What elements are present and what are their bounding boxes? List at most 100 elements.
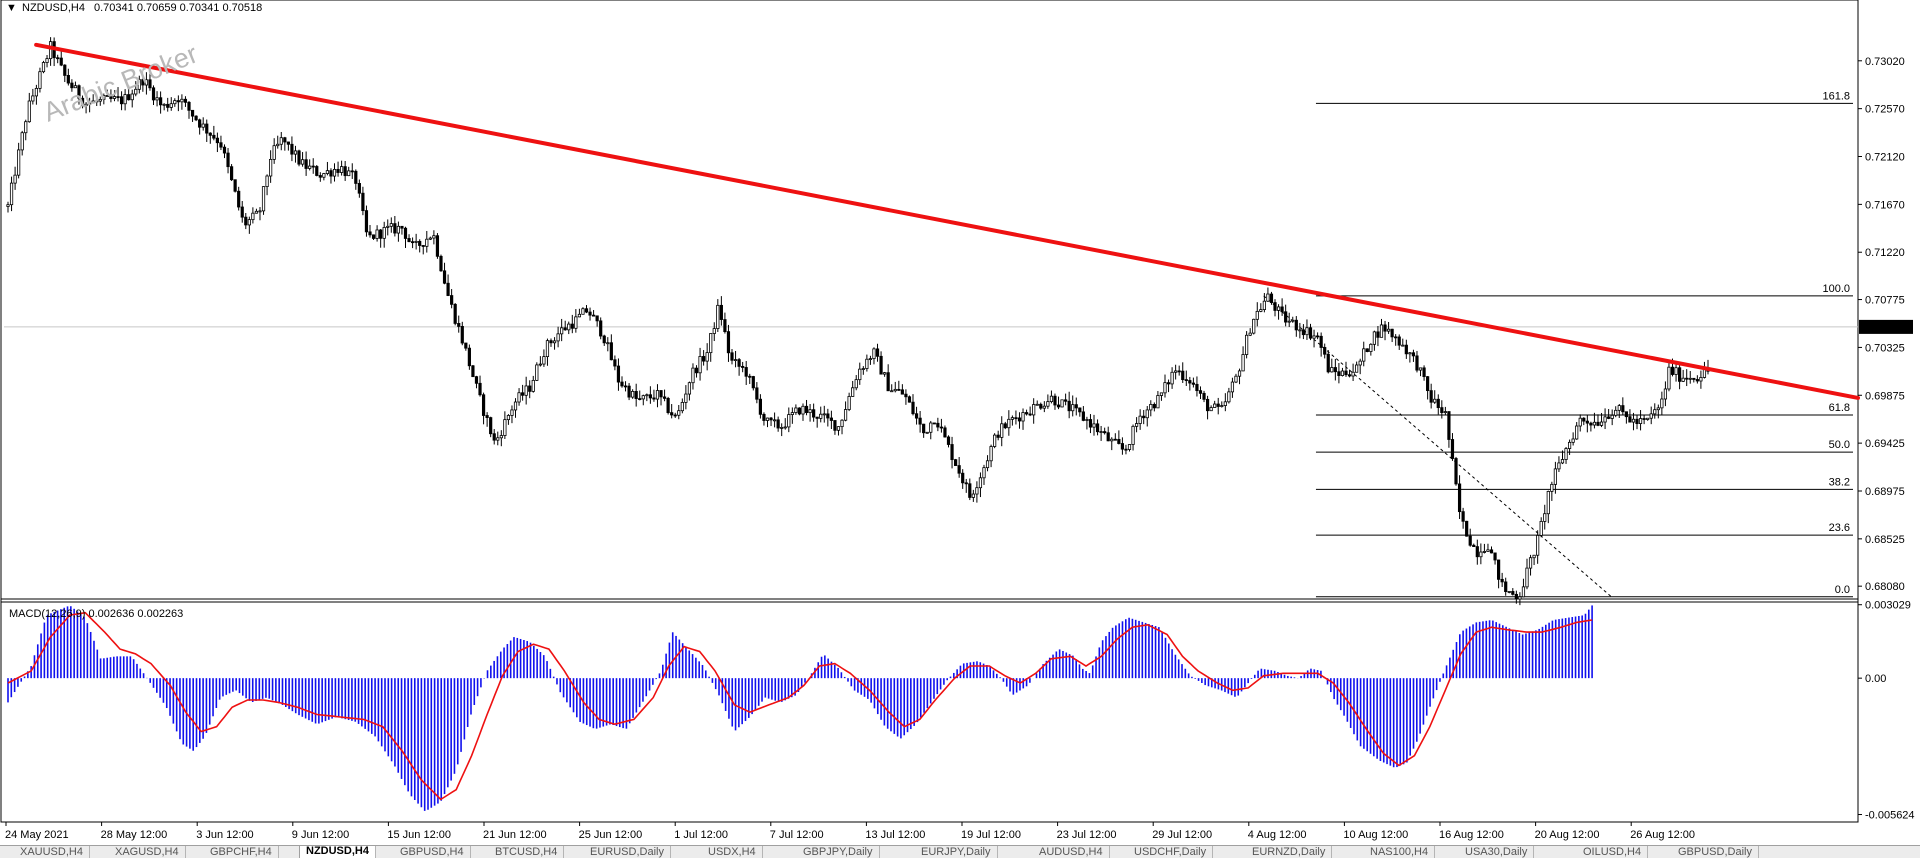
candle-body [467, 347, 471, 367]
candle-body [162, 103, 166, 106]
candle-body [17, 149, 21, 176]
tab-btcusd-h4[interactable]: BTCUSD,H4 [489, 846, 565, 858]
candle-body [836, 426, 841, 431]
candle-body [205, 123, 209, 134]
candle-body [315, 166, 319, 176]
tab-xauusd-h4[interactable]: XAUUSD,H4 [14, 846, 90, 858]
tab-gbpusd-daily[interactable]: GBPUSD,Daily [1672, 846, 1759, 858]
tab-usdchf-daily[interactable]: USDCHF,Daily [1128, 846, 1214, 858]
candle-body [240, 206, 244, 218]
tab-eurusd-daily[interactable]: EURUSD,Daily [584, 846, 671, 858]
candle-body [1582, 417, 1586, 422]
price-tick-label: 0.73020 [1865, 56, 1905, 68]
candle-body [939, 426, 944, 429]
candle-body [584, 308, 589, 313]
tab-usa30-daily[interactable]: USA30,Daily [1459, 846, 1535, 858]
candle-body [428, 237, 432, 240]
candle-body [549, 340, 553, 344]
candle-body [893, 388, 897, 392]
candle-body [950, 444, 954, 461]
candle-body [1429, 390, 1433, 403]
time-tick-label: 1 Jul 12:00 [674, 829, 728, 841]
candle-body [276, 143, 280, 147]
candle-body [843, 409, 848, 421]
candle-body [1205, 398, 1210, 412]
trendline[interactable] [34, 42, 1860, 400]
candle-body [1479, 551, 1483, 558]
candle-body [1567, 441, 1572, 449]
candle-body [588, 311, 592, 316]
chart-header-arrow[interactable]: ▼ [6, 2, 17, 14]
tab-gbpchf-h4[interactable]: GBPCHF,H4 [204, 846, 279, 858]
tab-nas100-h4[interactable]: NAS100,H4 [1364, 846, 1436, 858]
tab-oilusd-h4[interactable]: OILUSD,H4 [1577, 846, 1649, 858]
candle-body [119, 96, 124, 105]
candle-body [833, 420, 837, 431]
tab-gbpusd-h4[interactable]: GBPUSD,H4 [394, 846, 471, 858]
candle-body [421, 245, 425, 247]
candle-body [198, 119, 202, 128]
candle-body [776, 419, 780, 429]
candle-body [1007, 418, 1011, 429]
candle-body [677, 410, 681, 416]
candle-body [432, 235, 436, 239]
candle-body [1653, 409, 1657, 415]
tab-eurnzd-daily[interactable]: EURNZD,Daily [1246, 846, 1333, 858]
candle-body [343, 166, 347, 177]
candle-body [1486, 549, 1490, 552]
candle-body [325, 170, 330, 174]
candle-body [1575, 425, 1579, 440]
candle-body [418, 240, 422, 246]
tab-gbpjpy-daily[interactable]: GBPJPY,Daily [797, 846, 880, 858]
candle-body [70, 82, 74, 89]
candle-body [1053, 395, 1057, 406]
candle-body [1394, 336, 1398, 339]
candle-body [1291, 319, 1295, 322]
candle-body [705, 352, 709, 362]
candle-body [1166, 382, 1171, 385]
fibonacci-retracement[interactable]: 161.8 100.0 61.8 50.0 38.2 23.6 0.0 [1263, 90, 1853, 598]
time-tick-label: 15 Jun 12:00 [387, 829, 451, 841]
candle-body [1120, 443, 1125, 450]
candle-body [631, 391, 635, 398]
candle-body [968, 483, 972, 498]
candle-body [769, 417, 773, 421]
tab-usdx-h4[interactable]: USDX,H4 [702, 846, 763, 858]
fib-level-label: 0.0 [1835, 584, 1850, 596]
candle-body [1674, 367, 1678, 375]
candle-body [1493, 552, 1497, 561]
candle-body [1312, 335, 1316, 339]
candle-body [1159, 392, 1164, 396]
candle-body [1344, 370, 1348, 376]
candle-body [1521, 586, 1526, 598]
tab-audusd-h4[interactable]: AUDUSD,H4 [1033, 846, 1110, 858]
candle-body [1401, 344, 1405, 347]
candle-body [1436, 398, 1440, 409]
candle-body [95, 100, 99, 103]
candle-body [41, 62, 46, 73]
candle-body [1624, 411, 1628, 418]
candle-body [772, 419, 777, 422]
candle-body [169, 103, 173, 108]
candlestick-series [4, 37, 1858, 606]
candle-body [410, 241, 415, 244]
tab-nzdusd-h4[interactable]: NZDUSD,H4 [299, 846, 376, 858]
candle-body [1252, 318, 1256, 334]
candle-body [641, 395, 645, 400]
candle-body [1514, 593, 1518, 600]
candle-body [180, 98, 184, 103]
candle-body [400, 225, 404, 229]
candle-body [1017, 417, 1022, 422]
candle-body [851, 387, 855, 397]
candle-body [528, 385, 532, 392]
candle-body [733, 359, 738, 361]
candle-body [897, 388, 901, 391]
trendline-line[interactable] [34, 42, 1860, 400]
tab-eurjpy-daily[interactable]: EURJPY,Daily [915, 846, 998, 858]
candle-body [244, 216, 248, 226]
candle-body [1042, 405, 1046, 409]
candle-body [985, 460, 990, 469]
tab-xagusd-h4[interactable]: XAGUSD,H4 [109, 846, 186, 858]
candle-body [20, 132, 24, 151]
